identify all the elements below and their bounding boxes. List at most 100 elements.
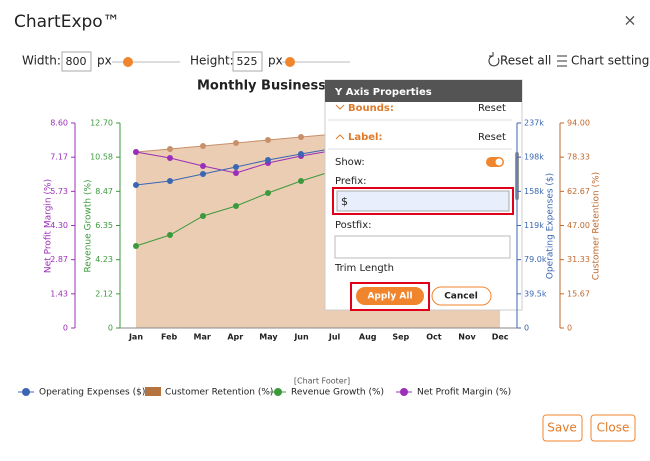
axis-title: Operating Expenses ($) bbox=[546, 173, 556, 279]
chart-settings[interactable]: Chart settings bbox=[571, 54, 650, 68]
axis-tick-label: 31.33 bbox=[567, 255, 590, 264]
axis-tick-label: 2.12 bbox=[95, 289, 113, 298]
axis-tick-label: 8.47 bbox=[95, 187, 113, 196]
height-slider[interactable] bbox=[285, 57, 295, 67]
bounds-section[interactable]: Bounds: bbox=[348, 103, 394, 114]
x-tick-label: Feb bbox=[161, 333, 178, 342]
trim-label: Trim Length bbox=[334, 263, 394, 274]
point bbox=[298, 151, 304, 157]
x-tick-label: Nov bbox=[458, 333, 476, 342]
x-tick-label: Sep bbox=[392, 333, 409, 342]
width-unit: px bbox=[97, 54, 112, 68]
point bbox=[200, 213, 206, 219]
panel-title: Y Axis Properties bbox=[334, 87, 432, 98]
width-slider[interactable] bbox=[123, 57, 133, 67]
height-input[interactable]: 525 bbox=[237, 55, 258, 68]
legend-item: Net Profit Margin (%) bbox=[417, 388, 511, 398]
point bbox=[133, 243, 139, 249]
axis-tick-label: 2.87 bbox=[50, 255, 68, 264]
label-section[interactable]: Label: bbox=[348, 132, 383, 143]
axis-tick-label: 78.33 bbox=[567, 153, 590, 162]
legend-icon bbox=[145, 387, 161, 396]
height-unit: px bbox=[268, 54, 283, 68]
point bbox=[265, 157, 271, 163]
x-tick-label: Mar bbox=[194, 333, 211, 342]
axis-tick-label: 4.23 bbox=[95, 255, 113, 264]
point bbox=[298, 134, 304, 140]
cancel-button[interactable]: Cancel bbox=[444, 292, 478, 302]
axis-tick-label: 7.17 bbox=[50, 153, 68, 162]
axis-tick-label: 79.0k bbox=[524, 255, 547, 264]
axis-tick-label: 94.00 bbox=[567, 119, 590, 128]
axis-tick-label: 198k bbox=[524, 153, 544, 162]
x-tick-label: Aug bbox=[359, 333, 377, 342]
point bbox=[298, 178, 304, 184]
point bbox=[265, 190, 271, 196]
reset-all[interactable]: Reset all bbox=[500, 54, 551, 68]
point bbox=[167, 155, 173, 161]
bounds-reset[interactable]: Reset bbox=[478, 103, 506, 114]
axis-tick-label: 0 bbox=[567, 324, 572, 333]
prefix-label: Prefix: bbox=[335, 176, 366, 187]
point bbox=[233, 170, 239, 176]
axis-title: Net Profit Margin (%) bbox=[44, 179, 54, 273]
legend-icon bbox=[274, 388, 282, 396]
axis-title: Customer Retention (%) bbox=[592, 172, 602, 280]
close-icon[interactable]: × bbox=[623, 11, 636, 30]
axis-tick-label: 15.67 bbox=[567, 289, 590, 298]
axis-tick-label: 6.35 bbox=[95, 221, 113, 230]
x-tick-label: May bbox=[259, 333, 278, 342]
chart-footer: [Chart Footer] bbox=[294, 377, 350, 386]
x-tick-label: Oct bbox=[426, 333, 442, 342]
legend-item: Customer Retention (%) bbox=[165, 388, 273, 398]
apply-all-button[interactable]: Apply All bbox=[367, 292, 412, 302]
point bbox=[233, 164, 239, 170]
axis-tick-label: 1.43 bbox=[50, 289, 68, 298]
postfix-label: Postfix: bbox=[335, 220, 372, 231]
point bbox=[200, 143, 206, 149]
axis-tick-label: 47.00 bbox=[567, 221, 590, 230]
axis-tick-label: 0 bbox=[63, 324, 68, 333]
axis-tick-label: 8.60 bbox=[50, 119, 68, 128]
label-reset[interactable]: Reset bbox=[478, 132, 506, 143]
axis-tick-label: 0 bbox=[524, 324, 529, 333]
point bbox=[133, 182, 139, 188]
axis-tick-label: 12.70 bbox=[90, 119, 113, 128]
point bbox=[200, 171, 206, 177]
width-label: Width: bbox=[22, 54, 61, 68]
legend-icon bbox=[22, 388, 30, 396]
point bbox=[167, 178, 173, 184]
point bbox=[133, 149, 139, 155]
point bbox=[167, 146, 173, 152]
axis-tick-label: 5.73 bbox=[50, 187, 68, 196]
x-tick-label: Jul bbox=[328, 333, 341, 342]
axis-title: Revenue Growth (%) bbox=[84, 179, 94, 272]
point bbox=[233, 203, 239, 209]
axis-tick-label: 158k bbox=[524, 187, 544, 196]
height-label: Height: bbox=[190, 54, 234, 68]
axis-tick-label: 0 bbox=[108, 324, 113, 333]
x-tick-label: Dec bbox=[492, 333, 509, 342]
axis-tick-label: 237k bbox=[524, 119, 544, 128]
point bbox=[265, 137, 271, 143]
close-button[interactable]: Close bbox=[597, 421, 630, 435]
postfix-input[interactable] bbox=[334, 235, 511, 259]
legend-item: Revenue Growth (%) bbox=[291, 388, 384, 398]
x-tick-label: Jan bbox=[128, 333, 143, 342]
legend-item: Operating Expenses ($) bbox=[39, 388, 145, 398]
axis-tick-label: 119k bbox=[524, 221, 544, 230]
point bbox=[167, 232, 173, 238]
axis-tick-label: 39.5k bbox=[524, 289, 547, 298]
legend-icon bbox=[400, 388, 408, 396]
axis-tick-label: 4.30 bbox=[50, 221, 68, 230]
app-title: ChartExpo™ bbox=[14, 12, 120, 32]
show-label: Show: bbox=[335, 157, 365, 168]
axis-tick-label: 62.67 bbox=[567, 187, 590, 196]
prefix-input[interactable]: $ bbox=[341, 195, 348, 208]
x-tick-label: Jun bbox=[293, 333, 309, 342]
save-button[interactable]: Save bbox=[547, 421, 576, 435]
point bbox=[233, 140, 239, 146]
width-input[interactable]: 800 bbox=[66, 55, 87, 68]
